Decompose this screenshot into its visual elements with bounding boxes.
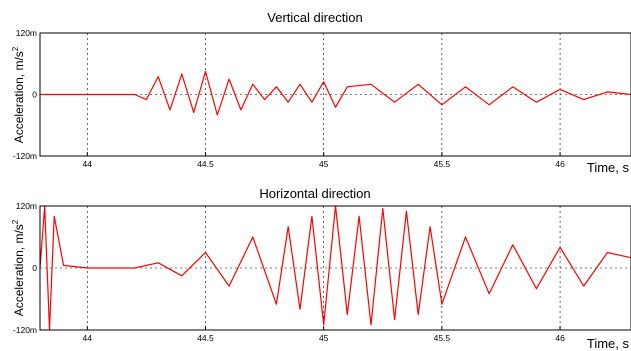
- chart-vertical-xtick-label: 45.5: [434, 159, 451, 169]
- chart-vertical: Vertical direction Acceleration, m/s2 44…: [11, 10, 631, 175]
- chart-vertical-yticks: 120m 0 -120m: [13, 28, 37, 161]
- chart-horizontal-xtick-label: 45: [319, 333, 329, 343]
- chart-horizontal-xtick-label: 44.5: [197, 333, 214, 343]
- chart-horizontal-ylabel-text: Acceleration, m/s2: [11, 219, 26, 316]
- chart-vertical-ylabel-sup: 2: [11, 46, 20, 51]
- chart-horizontal-ylabel-sup: 2: [11, 219, 20, 224]
- chart-horizontal-ylabel: Acceleration, m/s2: [11, 219, 26, 316]
- chart-horizontal-ylabel-main: Acceleration, m/s: [12, 224, 26, 316]
- chart-vertical-ylabel: Acceleration, m/s2: [11, 46, 26, 143]
- chart-vertical-xtick-label: 45: [319, 159, 329, 169]
- chart-horizontal-xtick-label: 46: [555, 333, 565, 343]
- chart-vertical-ytick-label: 120m: [16, 28, 37, 38]
- chart-vertical-xlabel: Time, s: [587, 160, 630, 175]
- chart-vertical-xtick-label: 44: [83, 159, 93, 169]
- chart-vertical-frame: [39, 32, 631, 157]
- chart-horizontal-xtick-label: 45.5: [434, 333, 451, 343]
- chart-vertical-ylabel-text: Acceleration, m/s2: [11, 46, 26, 143]
- chart-vertical-xtick-label: 46: [555, 159, 565, 169]
- chart-vertical-title: Vertical direction: [267, 10, 362, 25]
- chart-horizontal: Horizontal direction Acceleration, m/s2 …: [11, 186, 631, 351]
- chart-vertical-series-group: [40, 70, 631, 116]
- chart-vertical-ytick-label: 0: [32, 90, 37, 100]
- chart-vertical-ylabel-main: Acceleration, m/s: [12, 51, 26, 143]
- chart-horizontal-xlabel: Time, s: [587, 336, 630, 351]
- chart-horizontal-ytick-label: 120m: [16, 201, 37, 211]
- chart-vertical-ytick-label: -120m: [13, 151, 37, 161]
- chart-vertical-xticks: 44 44.5 45 45.5 46: [83, 152, 565, 169]
- chart-vertical-series-line: [40, 70, 631, 116]
- chart-horizontal-title: Horizontal direction: [259, 186, 370, 201]
- chart-vertical-xtick-label: 44.5: [197, 159, 214, 169]
- chart-horizontal-ytick-label: 0: [32, 263, 37, 273]
- chart-horizontal-yticks: 120m 0 -120m: [13, 201, 37, 335]
- chart-horizontal-xticks: 44 44.5 45 45.5 46: [83, 326, 565, 343]
- chart-horizontal-frame: [39, 205, 631, 331]
- chart-horizontal-xtick-label: 44: [83, 333, 93, 343]
- chart-horizontal-ytick-label: -120m: [13, 325, 37, 335]
